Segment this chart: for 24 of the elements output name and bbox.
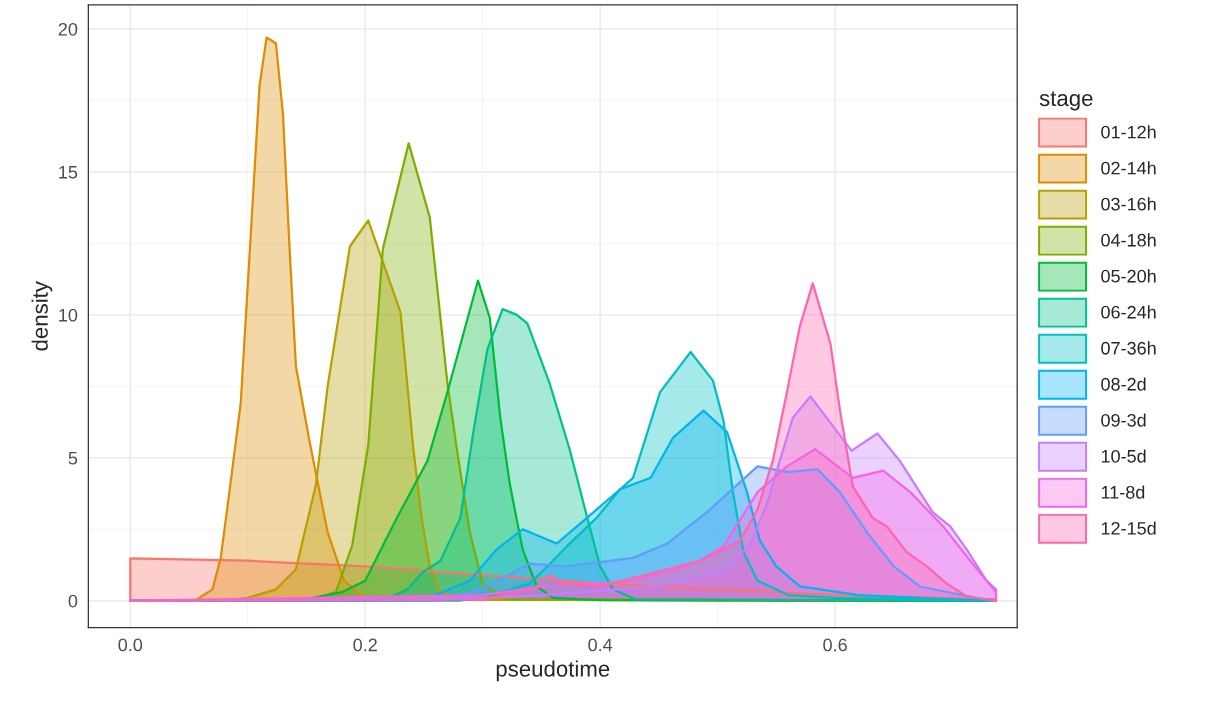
y-tick-label: 20 — [58, 22, 78, 36]
y-tick-label: 10 — [59, 308, 78, 322]
legend-label: 01-12h — [1101, 125, 1156, 139]
legend-title: stage — [1039, 91, 1093, 111]
x-axis-title: pseudotime — [496, 660, 610, 682]
legend-label: 10-5d — [1101, 449, 1146, 463]
legend-label: 07-36h — [1101, 341, 1156, 355]
legend-label: 02-14h — [1101, 161, 1156, 175]
legend-label: 06-24h — [1101, 305, 1156, 319]
x-tick-label: 0.0 — [118, 638, 143, 652]
legend-label: 11-8d — [1101, 485, 1145, 499]
y-tick-label: 15 — [59, 166, 78, 179]
y-axis-title: density — [31, 281, 53, 351]
legend-label: 05-20h — [1101, 269, 1156, 283]
legend-label: 04-18h — [1101, 233, 1156, 247]
x-tick-label: 0.6 — [823, 638, 847, 652]
x-tick-label: 0.2 — [353, 638, 377, 652]
legend-label: 09-3d — [1101, 413, 1146, 427]
y-tick-label: 5 — [68, 451, 78, 465]
y-tick-label: 0 — [68, 594, 78, 608]
x-tick-label: 0.4 — [588, 638, 613, 652]
legend-label: 12-15d — [1101, 521, 1156, 535]
legend-label: 08-2d — [1101, 377, 1146, 391]
legend-label: 03-16h — [1101, 197, 1156, 211]
